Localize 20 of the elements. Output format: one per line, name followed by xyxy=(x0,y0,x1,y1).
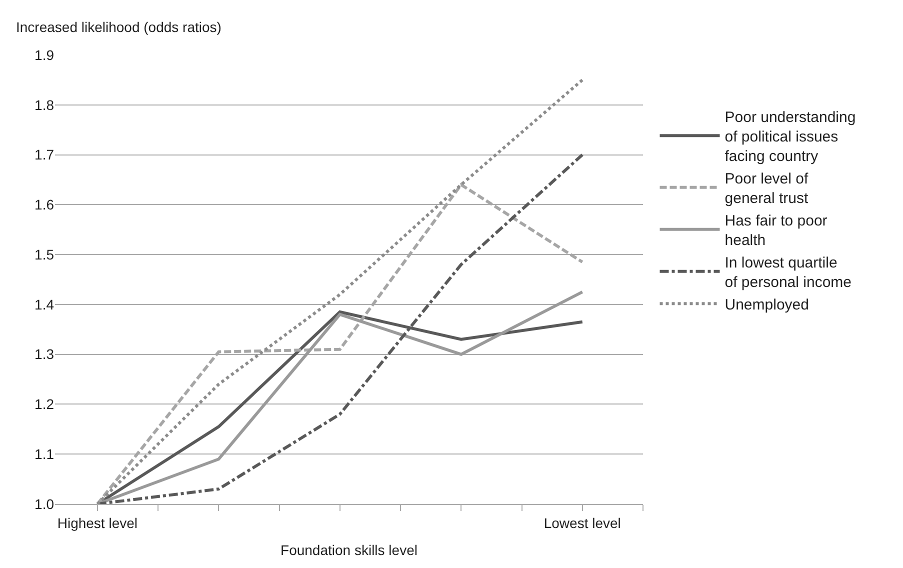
y-tick-label: 1.7 xyxy=(34,146,54,163)
legend-label: Has fair to poor health xyxy=(724,212,828,249)
y-tick-label: 1.9 xyxy=(34,46,54,63)
y-tick-label: 1.3 xyxy=(34,346,54,362)
y-tick-label: 1.6 xyxy=(34,196,54,213)
x-axis-title: Foundation skills level xyxy=(280,542,418,558)
y-tick-label: 1.5 xyxy=(34,246,54,262)
y-tick-label: 1.0 xyxy=(34,496,54,512)
legend-label: Poor level of general trust xyxy=(724,170,809,207)
x-tick-label: Lowest level xyxy=(544,514,621,531)
y-tick-label: 1.8 xyxy=(34,96,54,113)
y-axis-title: Increased likelihood (odds ratios) xyxy=(16,19,222,35)
line-series xyxy=(96,78,584,504)
y-tick-label: 1.4 xyxy=(34,296,54,312)
legend-label: Poor understanding of political issues facing country xyxy=(724,109,856,165)
legend-label: Unemployed xyxy=(724,296,809,314)
y-tick-label: 1.2 xyxy=(34,396,54,412)
y-tick-label: 1.1 xyxy=(34,446,54,462)
legend-label: In lowest quartile of personal income xyxy=(724,254,852,291)
x-tick-label: Highest level xyxy=(57,514,138,531)
